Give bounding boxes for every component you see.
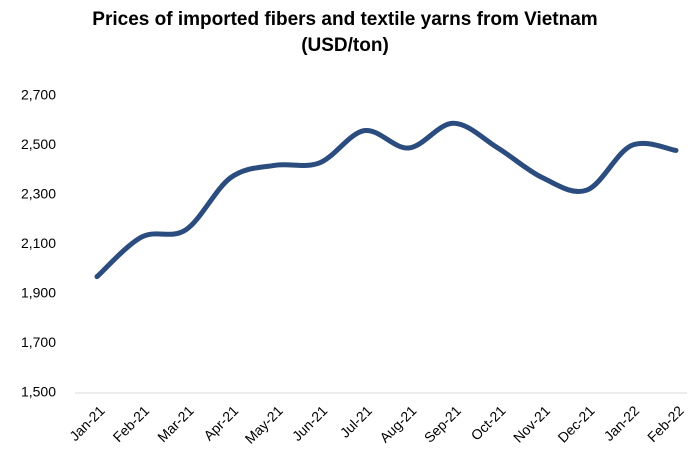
price-line bbox=[94, 120, 679, 280]
y-tick-label: 1,900 bbox=[21, 285, 56, 301]
x-tick-label: Sep-21 bbox=[421, 402, 464, 445]
y-tick-label: 1,500 bbox=[21, 384, 56, 400]
y-tick-label: 1,700 bbox=[21, 334, 56, 350]
x-tick-label: Nov-21 bbox=[510, 402, 553, 445]
x-tick-label: May-21 bbox=[242, 402, 286, 446]
y-tick-label: 2,500 bbox=[21, 136, 56, 152]
x-tick-label: Apr-21 bbox=[200, 402, 241, 443]
y-tick-label: 2,100 bbox=[21, 235, 56, 251]
x-tick-label: Dec-21 bbox=[554, 402, 597, 445]
y-tick-label: 2,300 bbox=[21, 186, 56, 202]
chart-title: Prices of imported fibers and textile ya… bbox=[92, 9, 597, 30]
y-tick-label: 2,700 bbox=[21, 87, 56, 103]
x-tick-label: Jan-21 bbox=[66, 402, 108, 444]
x-tick-label: Aug-21 bbox=[376, 402, 419, 445]
chart-subtitle: (USD/ton) bbox=[301, 35, 389, 56]
x-tick-label: Oct-21 bbox=[468, 402, 509, 443]
x-tick-label: Feb-21 bbox=[110, 402, 153, 445]
x-tick-label: Jan-22 bbox=[601, 402, 643, 444]
x-tick-label: Jun-21 bbox=[289, 402, 331, 444]
x-tick-label: Mar-21 bbox=[154, 402, 197, 445]
x-tick-label: Jul-21 bbox=[337, 402, 375, 440]
x-tick-label: Feb-22 bbox=[644, 402, 687, 445]
